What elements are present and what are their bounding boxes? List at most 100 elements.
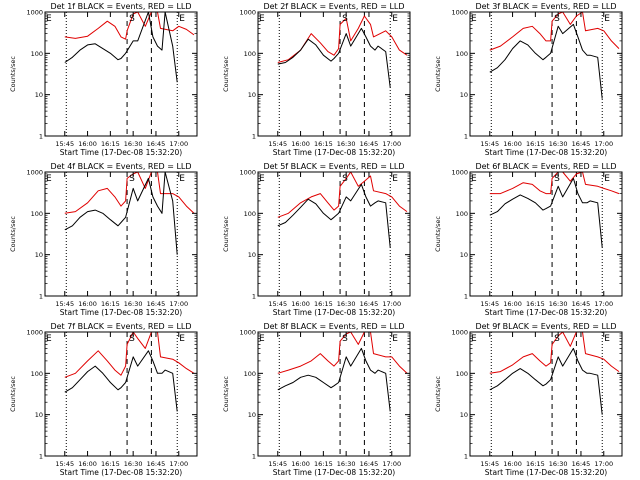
x-tick-label: 16:45 [147, 300, 166, 308]
start-marker-label: S [129, 14, 135, 24]
x-tick-label: 16:00 [291, 140, 310, 148]
x-tick-label: 17:00 [382, 460, 401, 468]
x-tick-label: 16:15 [526, 460, 545, 468]
x-tick-label: 16:30 [549, 300, 568, 308]
start-marker-label: S [342, 334, 348, 344]
plot-frame [257, 331, 411, 457]
x-tick-label: 16:15 [526, 300, 545, 308]
x-tick-label: 16:45 [572, 460, 591, 468]
y-tick-label: 1 [252, 453, 256, 461]
x-tick-label: 16:45 [572, 140, 591, 148]
plot-frame [44, 331, 198, 457]
x-tick-label: 16:00 [503, 300, 522, 308]
x-tick-label: 16:15 [101, 460, 120, 468]
x-tick-label: 16:45 [147, 140, 166, 148]
plot-title: Det 8f BLACK = Events, RED = LLD [263, 322, 404, 331]
x-axis-label: Start Time (17-Dec-08 15:32:20) [485, 148, 607, 157]
x-axis-label: Start Time (17-Dec-08 15:32:20) [60, 468, 182, 477]
y-tick-label: 1 [464, 293, 468, 301]
y-tick-label: 10 [460, 251, 468, 259]
x-axis-label: Start Time (17-Dec-08 15:32:20) [485, 468, 607, 477]
y-tick-label: 100 [456, 50, 468, 58]
y-tick-label: 1 [464, 133, 468, 141]
events-series-line [64, 350, 178, 412]
x-axis-label: Start Time (17-Dec-08 15:32:20) [60, 308, 182, 317]
plot-title: Det 1f BLACK = Events, RED = LLD [50, 2, 191, 11]
x-tick-label: 15:45 [480, 460, 499, 468]
y-tick-label: 1 [252, 133, 256, 141]
x-tick-label: 17:00 [594, 300, 613, 308]
y-tick-label: 1000 [239, 329, 256, 337]
plot-frame [257, 171, 411, 297]
x-axis-label: Start Time (17-Dec-08 15:32:20) [273, 308, 395, 317]
x-tick-label: 16:00 [503, 460, 522, 468]
plot-title: Det 4f BLACK = Events, RED = LLD [50, 162, 191, 171]
plot-panel: Det 3f BLACK = Events, RED = LLD S E E 1 10 10… [434, 2, 623, 157]
events-series-line [277, 27, 391, 88]
x-tick-label: 17:00 [169, 300, 188, 308]
end-marker-label: E [179, 334, 185, 344]
y-tick-label: 10 [460, 91, 468, 99]
y-tick-label: 100 [31, 370, 43, 378]
plot-frame [469, 331, 623, 457]
events-series-line [489, 23, 603, 99]
x-axis-label: Start Time (17-Dec-08 15:32:20) [273, 468, 395, 477]
y-axis-label: Counts/sec [222, 376, 230, 412]
end-marker-label: E [259, 334, 265, 344]
y-axis-label: Counts/sec [9, 376, 17, 412]
start-marker-label: S [129, 174, 135, 184]
end-marker-label: E [392, 14, 398, 24]
end-marker-label: E [471, 14, 477, 24]
y-axis-label: Counts/sec [434, 56, 442, 92]
events-series-line [277, 183, 391, 248]
y-tick-label: 10 [248, 411, 256, 419]
plot-title: Det 3f BLACK = Events, RED = LLD [475, 2, 616, 11]
end-marker-label: E [46, 14, 52, 24]
start-marker-label: S [554, 334, 560, 344]
plot-panel: Det 5f BLACK = Events, RED = LLD S E E 1 10 10… [222, 162, 411, 317]
end-marker-label: E [604, 334, 610, 344]
x-tick-label: 16:45 [147, 460, 166, 468]
plot-frame [257, 11, 411, 137]
events-series-line [489, 347, 603, 415]
y-tick-label: 100 [244, 370, 256, 378]
start-marker-label: S [342, 174, 348, 184]
y-tick-label: 10 [35, 411, 43, 419]
x-tick-label: 17:00 [594, 460, 613, 468]
x-tick-label: 16:00 [78, 460, 97, 468]
end-marker-label: E [604, 174, 610, 184]
plot-frame [469, 171, 623, 297]
plot-frame [44, 11, 198, 137]
end-marker-label: E [179, 174, 185, 184]
y-tick-label: 100 [31, 50, 43, 58]
plot-panel: Det 6f BLACK = Events, RED = LLD S E E 1 10 10… [434, 162, 623, 317]
y-tick-label: 1000 [26, 329, 43, 337]
x-tick-label: 16:30 [124, 460, 143, 468]
y-tick-label: 1000 [26, 169, 43, 177]
x-tick-label: 15:45 [480, 140, 499, 148]
plot-frame [44, 171, 198, 297]
y-tick-label: 10 [248, 251, 256, 259]
x-tick-label: 16:45 [572, 300, 591, 308]
x-tick-label: 16:15 [101, 300, 120, 308]
y-tick-label: 100 [456, 370, 468, 378]
lld-series-line [277, 15, 408, 63]
events-series-line [489, 177, 603, 248]
x-tick-label: 17:00 [594, 140, 613, 148]
x-tick-label: 15:45 [268, 140, 287, 148]
y-tick-label: 100 [456, 210, 468, 218]
x-axis-label: Start Time (17-Dec-08 15:32:20) [60, 148, 182, 157]
x-axis-label: Start Time (17-Dec-08 15:32:20) [273, 148, 395, 157]
end-marker-label: E [471, 334, 477, 344]
y-tick-label: 100 [244, 210, 256, 218]
x-tick-label: 16:45 [360, 300, 379, 308]
y-axis-label: Counts/sec [434, 216, 442, 252]
start-marker-label: S [554, 174, 560, 184]
end-marker-label: E [471, 174, 477, 184]
x-tick-label: 16:30 [337, 460, 356, 468]
x-tick-label: 16:30 [549, 460, 568, 468]
y-tick-label: 1 [39, 133, 43, 141]
plot-panel: Det 1f BLACK = Events, RED = LLD S E E 1 10 10… [9, 2, 198, 157]
x-tick-label: 16:15 [314, 140, 333, 148]
y-axis-label: Counts/sec [9, 216, 17, 252]
